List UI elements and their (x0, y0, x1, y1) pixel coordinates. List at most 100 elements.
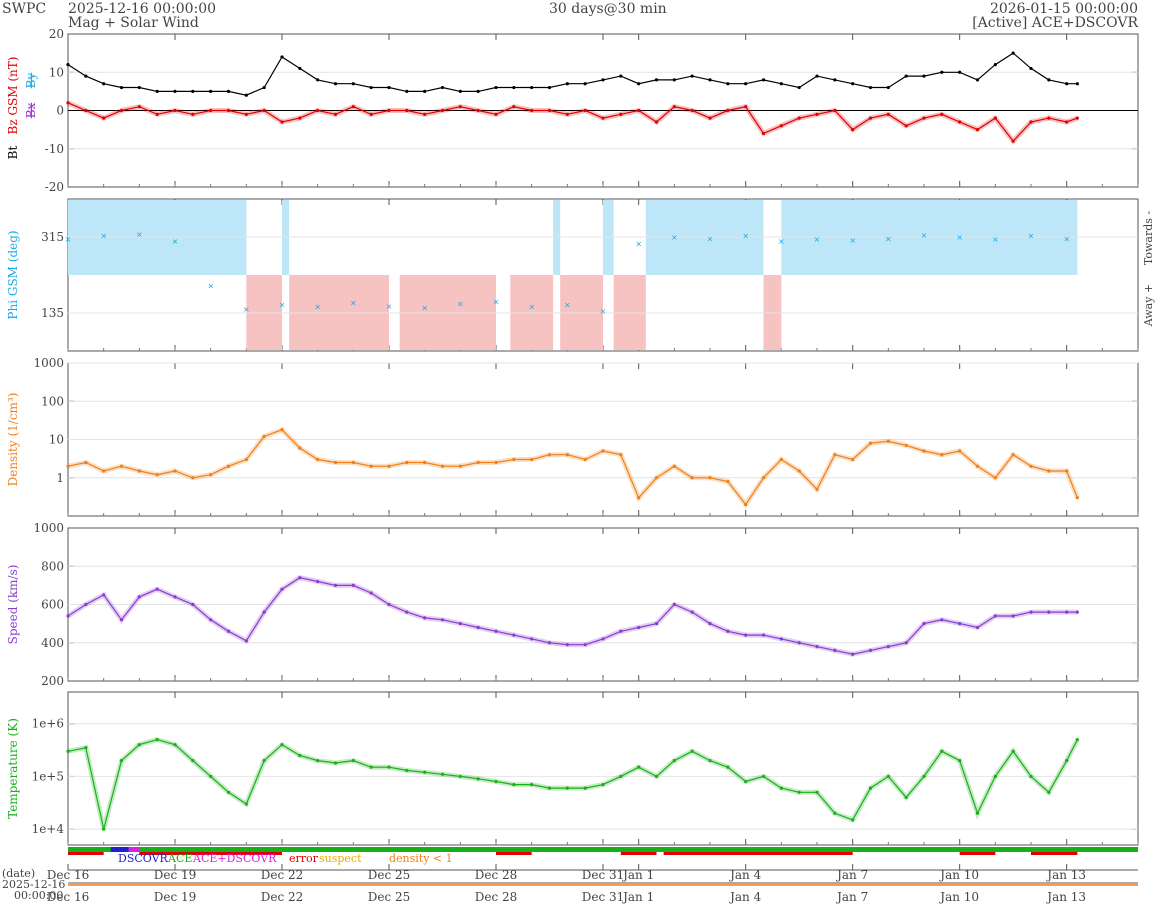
bt-series-point (761, 78, 766, 82)
speed-series-point (1075, 610, 1079, 614)
bz-series-point (940, 112, 944, 116)
density-series-point (1029, 464, 1033, 468)
speed-series-point (619, 629, 623, 633)
y-tick-label: 1e+6 (32, 717, 64, 731)
x-tick-label-lower: Dec 16 (47, 890, 90, 904)
bz-series-point (868, 116, 873, 120)
speed-series-point (726, 629, 730, 633)
speed-series-point (583, 643, 587, 647)
bz-series-point (833, 108, 837, 113)
speed-series-point (173, 595, 177, 599)
speed-series-point (387, 602, 391, 607)
bz-series-point (1047, 116, 1051, 120)
bz-series-point (708, 116, 712, 120)
bt-series-point (654, 78, 659, 82)
temperature-series-point (958, 758, 962, 763)
bt-series-point (1011, 51, 1015, 55)
x-tick-label-lower: Dec 31 (582, 890, 625, 904)
speed-series-point (244, 639, 248, 643)
bz-series-point (494, 112, 498, 116)
density-series-point (868, 441, 873, 445)
speed-series-point (405, 610, 409, 614)
by-axis-label: By (24, 72, 38, 88)
x-tick-label-lower: Dec 25 (368, 890, 411, 904)
speed-series-point (191, 602, 195, 607)
phi-point: × (457, 299, 464, 308)
density-series-point (280, 428, 284, 432)
density-series-point (423, 460, 427, 465)
x-tick-label-lower: Jan 10 (938, 890, 979, 904)
temperature-series-point (654, 774, 659, 779)
bt-series-point (993, 63, 997, 67)
temperature-series-point (155, 737, 159, 742)
bt-series-point (226, 89, 231, 93)
bz-axis-label: Bz GSM (nT) (6, 57, 20, 135)
density-series-range (67, 426, 1080, 509)
speed-series-point (779, 637, 783, 641)
bz-series-point (690, 108, 694, 113)
speed-series-point (333, 583, 338, 587)
bt-series-point (316, 78, 320, 82)
density-series-point (1075, 496, 1079, 500)
temperature-series-point (280, 743, 284, 747)
phi-point: × (921, 231, 928, 240)
y-tick-label: 135 (41, 306, 64, 320)
speed-series-point (155, 587, 159, 591)
bz-series-point (173, 108, 177, 113)
bt-series-point (84, 74, 88, 78)
bt-series-point (565, 82, 569, 86)
speed-series-point (744, 633, 748, 637)
speed-series-point (440, 618, 445, 622)
density-series-point (797, 469, 801, 473)
date-axis-start-date: 2025-12-16 (2, 878, 65, 891)
speed-series-point (993, 614, 997, 618)
bt-series-point (494, 85, 498, 90)
density-series-point (209, 473, 213, 477)
y-tick-label: 10 (49, 65, 64, 79)
bt-series-point (155, 89, 159, 93)
temperature-series-point (922, 774, 926, 779)
density-series-point (619, 453, 623, 457)
bz-series-point (601, 116, 605, 120)
temperature-series-point (1029, 774, 1033, 779)
temperature-series-point (761, 774, 766, 779)
bt-series-point (244, 93, 248, 97)
bz-series-point (565, 112, 569, 116)
speed-series-point (1065, 610, 1069, 614)
legend-density-lt1: density < 1 (389, 852, 453, 865)
x-tick-label-lower: Jan 13 (1045, 890, 1086, 904)
temperature-series-point (226, 790, 231, 794)
density-series-point (387, 464, 391, 468)
density-series-line (67, 428, 1078, 506)
speed-series-point (672, 602, 676, 607)
temperature-series-point (975, 811, 980, 815)
temperature-series-point (119, 758, 124, 763)
phi-point: × (279, 301, 286, 310)
bz-series-point (458, 105, 462, 109)
bz-series-point (102, 116, 106, 120)
phi-point: × (707, 234, 714, 243)
temperature-series-point (423, 770, 427, 774)
density-series-point (726, 479, 730, 484)
temperature-series-point (1075, 737, 1079, 742)
bz-series-point (423, 112, 427, 116)
temperature-series-point (815, 790, 819, 794)
speed-series-point (815, 644, 819, 649)
phi-point: × (1063, 234, 1070, 243)
density-series-point (672, 464, 676, 468)
error-flag-strip (620, 852, 657, 855)
phi-point: × (386, 302, 393, 311)
temperature-series-point (405, 768, 409, 773)
temperature-series-point (547, 786, 552, 790)
speed-series-point (226, 629, 231, 633)
density-series-point (940, 453, 944, 457)
phi-point: × (992, 235, 999, 244)
phi-point: × (600, 307, 607, 316)
error-flag-strip (496, 852, 532, 855)
bt-series-line (67, 52, 1078, 96)
temperature-series-point (66, 749, 70, 753)
speed-series-point (316, 579, 320, 584)
bt-series-point (137, 85, 141, 90)
y-tick-label: 10 (49, 433, 64, 447)
y-tick-label: -20 (45, 180, 64, 194)
